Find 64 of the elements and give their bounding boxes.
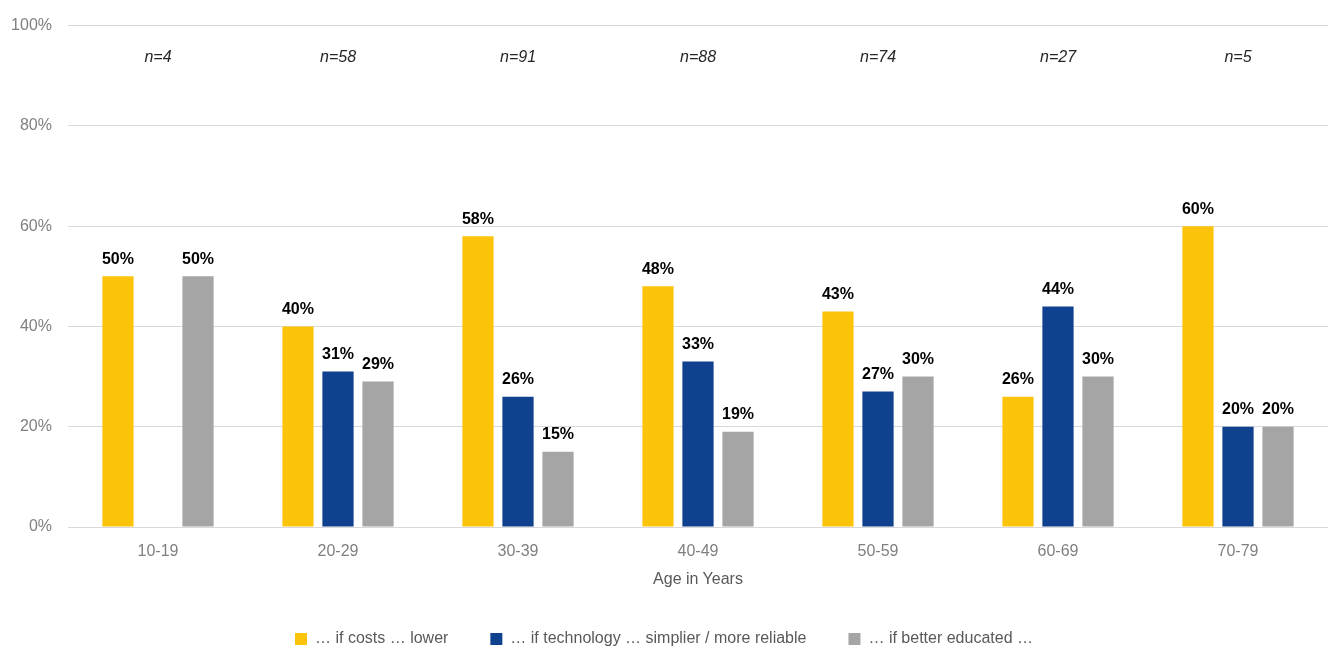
annotation: n=4 bbox=[144, 48, 172, 66]
data-label: 26% bbox=[1001, 370, 1034, 388]
annotation: n=74 bbox=[859, 48, 897, 66]
data-label: 29% bbox=[362, 355, 395, 372]
bar bbox=[102, 276, 134, 527]
x-tick-label: 60-69 bbox=[1037, 542, 1079, 560]
bar bbox=[542, 451, 574, 527]
x-tick-label: 50-59 bbox=[857, 542, 899, 560]
data-label: 58% bbox=[461, 209, 494, 227]
bar bbox=[862, 391, 894, 527]
bar bbox=[1262, 426, 1294, 527]
annotation: n=27 bbox=[1039, 48, 1078, 66]
legend-label: … if costs … lower bbox=[315, 629, 450, 647]
data-label: 30% bbox=[1082, 349, 1115, 367]
bar bbox=[722, 431, 754, 527]
bar bbox=[1222, 426, 1254, 527]
bar bbox=[502, 396, 534, 527]
bar bbox=[682, 361, 714, 527]
x-tick-label: 40-49 bbox=[677, 542, 719, 560]
y-tick-label: 40% bbox=[19, 316, 52, 334]
data-label: 27% bbox=[861, 365, 895, 383]
data-label: 60% bbox=[1181, 199, 1214, 217]
x-axis-title: Age in Years bbox=[653, 569, 743, 587]
data-label: 15% bbox=[542, 425, 575, 443]
data-label: 30% bbox=[902, 349, 935, 367]
bar bbox=[1002, 396, 1034, 527]
y-tick-label: 0% bbox=[28, 517, 52, 535]
data-label: 20% bbox=[1221, 400, 1255, 418]
annotation: n=91 bbox=[499, 48, 537, 66]
y-tick-label: 20% bbox=[19, 417, 52, 435]
y-tick-label: 100% bbox=[11, 16, 52, 34]
data-label: 50% bbox=[182, 249, 215, 267]
bar bbox=[462, 236, 494, 527]
data-label: 50% bbox=[101, 249, 134, 267]
bar bbox=[902, 376, 934, 527]
annotation: n=5 bbox=[1224, 48, 1252, 66]
data-label: 19% bbox=[722, 405, 755, 423]
bar bbox=[182, 276, 214, 527]
bar bbox=[1182, 226, 1214, 527]
bar bbox=[1082, 376, 1114, 527]
data-label: 40% bbox=[281, 299, 314, 317]
data-label: 20% bbox=[1262, 400, 1295, 418]
annotation: n=58 bbox=[319, 48, 357, 66]
bar bbox=[282, 326, 314, 527]
y-tick-label: 60% bbox=[19, 216, 52, 234]
bar bbox=[1042, 306, 1074, 527]
bar bbox=[642, 286, 674, 527]
bar bbox=[822, 311, 854, 527]
annotation: n=88 bbox=[679, 48, 717, 66]
data-label: 26% bbox=[501, 370, 535, 388]
legend-label: … if technology … simplier / more reliable bbox=[510, 629, 807, 647]
x-tick-label: 20-29 bbox=[317, 542, 359, 560]
data-label: 48% bbox=[641, 259, 674, 277]
x-tick-label: 70-79 bbox=[1217, 542, 1259, 560]
y-tick-label: 80% bbox=[19, 116, 52, 134]
bar bbox=[322, 371, 354, 527]
x-tick-label: 10-19 bbox=[137, 542, 179, 560]
data-label: 43% bbox=[821, 284, 854, 302]
data-label: 31% bbox=[321, 344, 355, 362]
x-tick-label: 30-39 bbox=[497, 542, 539, 560]
data-label: 44% bbox=[1041, 279, 1075, 297]
bar bbox=[362, 381, 394, 527]
data-label: 33% bbox=[681, 334, 715, 352]
legend-label: … if better educated … bbox=[868, 629, 1033, 647]
